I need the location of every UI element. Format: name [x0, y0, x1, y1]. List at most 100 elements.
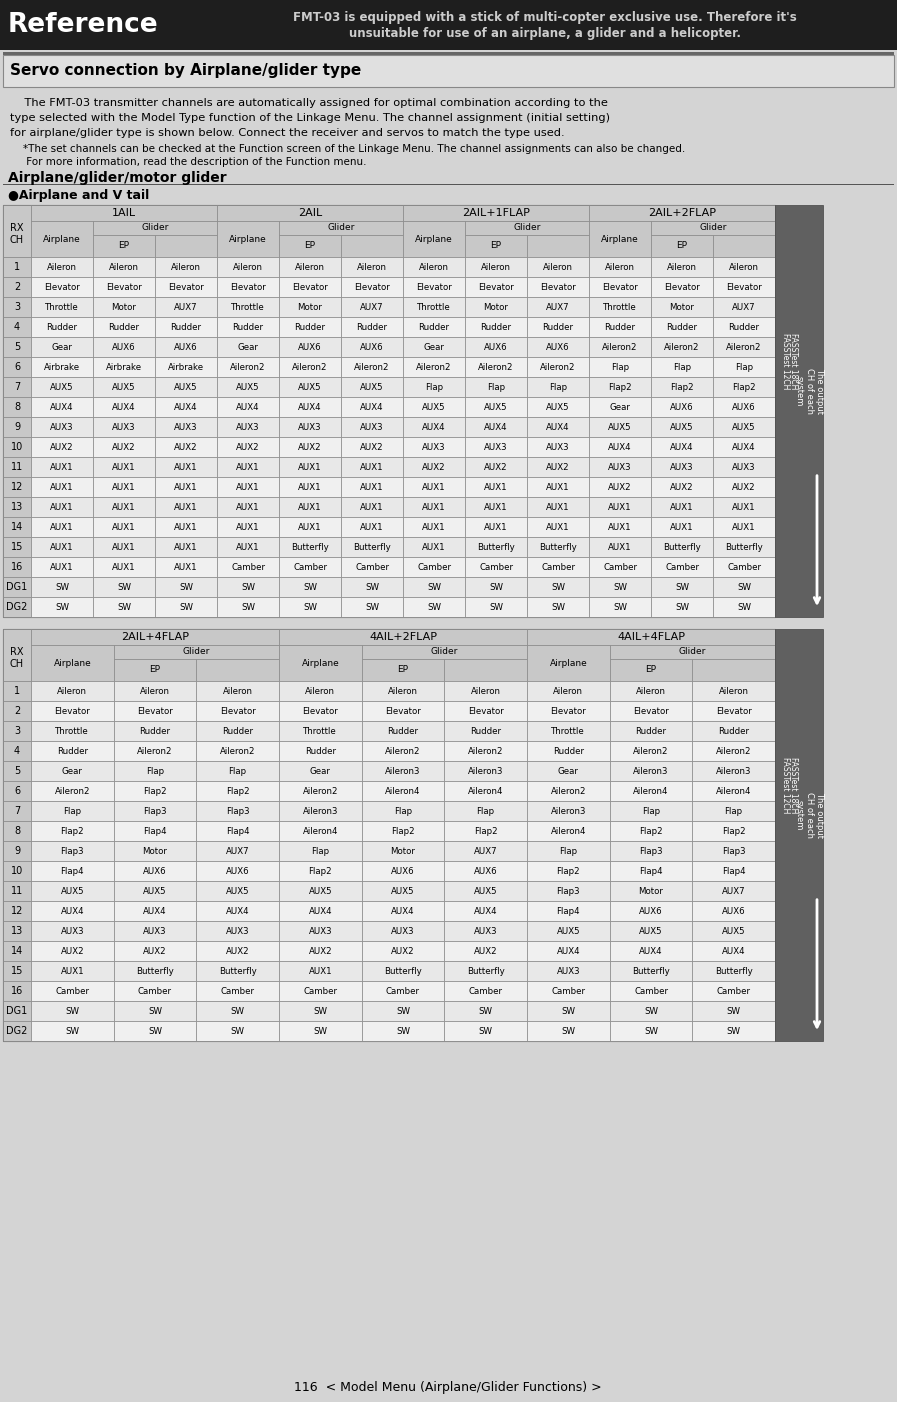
Text: AUX3: AUX3	[144, 927, 167, 935]
Bar	[279, 358, 341, 377]
Text: AUX1: AUX1	[174, 482, 198, 492]
Text: 4: 4	[14, 322, 20, 332]
Text: 12: 12	[11, 482, 23, 492]
Text: AUX4: AUX4	[298, 402, 322, 412]
Bar	[279, 257, 341, 278]
Bar	[651, 278, 713, 297]
Text: AUX4: AUX4	[309, 907, 332, 916]
Bar	[279, 437, 341, 457]
Text: type selected with the Model Type function of the Linkage Menu. The channel assi: type selected with the Model Type functi…	[10, 114, 610, 123]
Bar	[196, 742, 279, 761]
Text: AUX3: AUX3	[298, 422, 322, 432]
Text: Flap3: Flap3	[60, 847, 84, 855]
Text: AUX1: AUX1	[298, 482, 322, 492]
Text: Throttle: Throttle	[417, 303, 451, 311]
Bar	[31, 496, 93, 517]
Bar	[465, 416, 527, 437]
Text: FASSTest 18CH: FASSTest 18CH	[788, 757, 797, 813]
Text: Flap: Flap	[425, 383, 443, 391]
Bar	[217, 578, 279, 597]
Bar	[31, 278, 93, 297]
Text: AUX2: AUX2	[732, 482, 756, 492]
Text: AUX6: AUX6	[144, 866, 167, 875]
Bar	[527, 517, 589, 537]
Text: SW: SW	[55, 603, 69, 611]
Text: AUX5: AUX5	[361, 383, 384, 391]
Bar	[217, 537, 279, 557]
Bar	[610, 1001, 692, 1021]
Text: Elevator: Elevator	[416, 282, 452, 292]
Bar	[217, 496, 279, 517]
Text: AUX3: AUX3	[60, 927, 84, 935]
Text: Aileron: Aileron	[57, 687, 87, 695]
Text: AUX6: AUX6	[391, 866, 414, 875]
Bar	[444, 941, 527, 960]
Bar	[93, 437, 155, 457]
Text: Reference: Reference	[8, 13, 159, 38]
Bar	[114, 981, 196, 1001]
Bar	[651, 336, 713, 358]
Bar	[692, 921, 775, 941]
Bar	[279, 960, 361, 981]
Text: SW: SW	[313, 1026, 327, 1036]
Text: Camber: Camber	[386, 987, 420, 995]
Text: Elevator: Elevator	[385, 707, 421, 715]
Text: AUX1: AUX1	[174, 543, 198, 551]
Bar	[31, 397, 93, 416]
Text: 5: 5	[13, 765, 20, 775]
Bar	[3, 257, 31, 278]
Bar	[589, 477, 651, 496]
Text: SW: SW	[313, 1007, 327, 1015]
Bar	[217, 597, 279, 617]
Text: Butterfly: Butterfly	[219, 966, 257, 976]
Bar	[3, 437, 31, 457]
Text: Airplane: Airplane	[550, 659, 588, 667]
Bar	[114, 841, 196, 861]
Bar	[361, 981, 444, 1001]
Text: Butterfly: Butterfly	[715, 966, 753, 976]
Bar	[361, 841, 444, 861]
Text: AUX4: AUX4	[474, 907, 498, 916]
Bar	[31, 537, 93, 557]
Bar	[3, 184, 894, 185]
Bar	[155, 537, 217, 557]
Text: Flap2: Flap2	[60, 827, 84, 836]
Text: Gear: Gear	[62, 767, 83, 775]
Bar	[155, 597, 217, 617]
Text: AUX3: AUX3	[608, 463, 631, 471]
Text: AUX7: AUX7	[361, 303, 384, 311]
Text: SW: SW	[365, 603, 379, 611]
Text: AUX4: AUX4	[236, 402, 260, 412]
Bar	[589, 297, 651, 317]
Text: SW: SW	[179, 603, 193, 611]
Text: AUX4: AUX4	[226, 907, 249, 916]
Bar	[341, 317, 403, 336]
Bar	[279, 578, 341, 597]
Bar	[465, 278, 527, 297]
Text: 2AIL+4FLAP: 2AIL+4FLAP	[121, 632, 189, 642]
Bar	[114, 960, 196, 981]
Text: AUX3: AUX3	[391, 927, 414, 935]
Bar	[196, 960, 279, 981]
Text: Flap3: Flap3	[640, 847, 663, 855]
Text: Rudder: Rudder	[470, 726, 501, 736]
Bar	[465, 222, 589, 236]
Bar	[527, 377, 589, 397]
Text: 4AIL+4FLAP: 4AIL+4FLAP	[617, 632, 685, 642]
Bar	[610, 721, 692, 742]
Text: Aileron: Aileron	[636, 687, 666, 695]
Text: 1: 1	[14, 686, 20, 695]
Text: Flap4: Flap4	[556, 907, 580, 916]
Bar	[114, 1001, 196, 1021]
Bar	[692, 841, 775, 861]
Text: 7: 7	[13, 381, 20, 393]
Bar	[465, 358, 527, 377]
Bar	[713, 236, 775, 257]
Bar	[3, 537, 31, 557]
Text: AUX1: AUX1	[732, 502, 756, 512]
Text: AUX6: AUX6	[112, 342, 135, 352]
Bar	[692, 1021, 775, 1042]
Text: SW: SW	[231, 1026, 245, 1036]
Bar	[610, 801, 692, 822]
Text: AUX2: AUX2	[546, 463, 570, 471]
